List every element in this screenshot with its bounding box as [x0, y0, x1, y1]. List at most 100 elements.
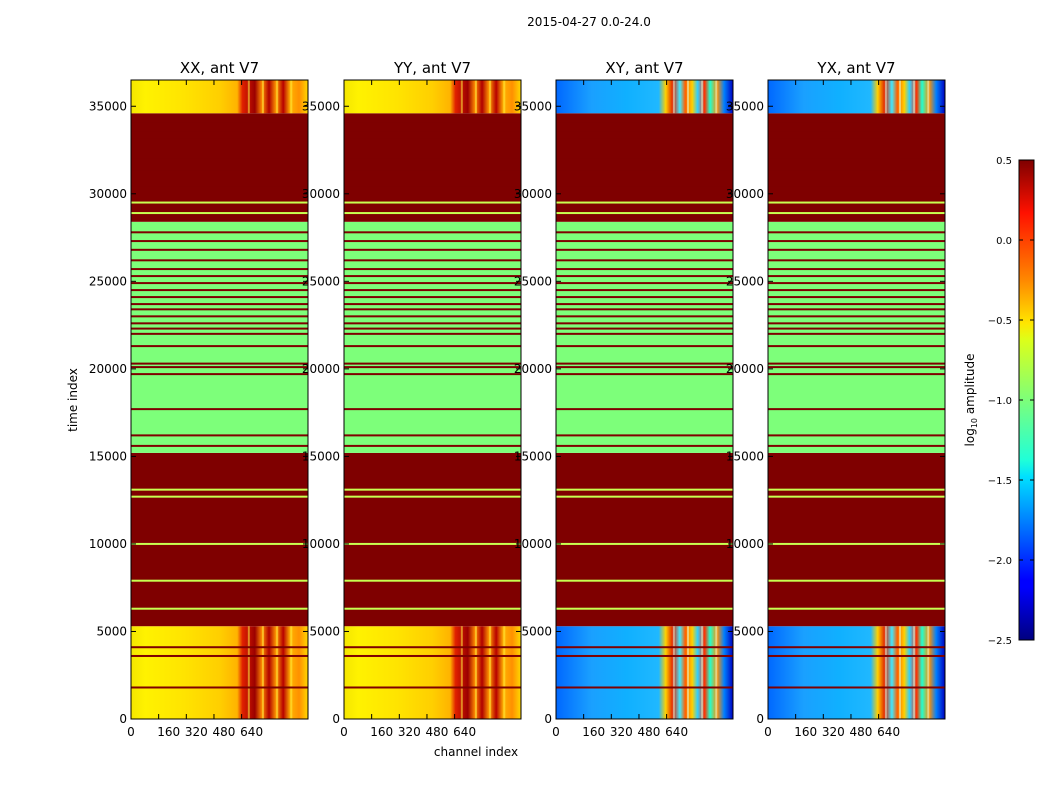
colorbar-ticks: 0.5 0.0 −0.5 −1.0 −1.5 −2.0 −2.5: [988, 156, 1034, 647]
flag-stripe: [131, 296, 308, 299]
channel-stripe: [290, 80, 293, 114]
flag-stripe: [556, 542, 733, 545]
flag-stripe: [131, 345, 308, 348]
band-data: [131, 626, 308, 719]
flag-stripe: [768, 408, 945, 411]
band-data: [344, 80, 521, 114]
flag-stripe: [768, 259, 945, 262]
flag-stripe: [131, 646, 308, 649]
flag-stripe: [768, 542, 945, 545]
channel-stripe: [247, 80, 250, 114]
flag-stripe: [768, 362, 945, 365]
flag-stripe: [556, 373, 733, 376]
flag-stripe: [131, 129, 308, 132]
x-tick-label: 160: [370, 725, 393, 739]
flag-stripe: [344, 201, 521, 204]
band-flag_high: [768, 452, 945, 627]
channel-stripe: [489, 626, 492, 719]
flag-stripe: [131, 240, 308, 243]
flag-stripe: [768, 275, 945, 278]
flag-stripe: [556, 282, 733, 285]
flag-stripe: [556, 303, 733, 306]
colorbar-tick-label: 0.0: [996, 236, 1012, 247]
flag-stripe: [131, 282, 308, 285]
channel-stripe: [884, 80, 887, 114]
axes-frame: [130, 79, 309, 720]
flag-stripe: [344, 322, 521, 325]
flag-stripe: [768, 654, 945, 657]
y-tick-label: 30000: [514, 187, 552, 201]
panel-4: YX, ant V7 0 5000 10000 15000 20000 25000 30000…: [726, 59, 946, 739]
flag-stripe: [344, 248, 521, 251]
flag-stripe: [344, 488, 521, 491]
y-tick-label: 15000: [726, 449, 764, 463]
y-tick-label: 25000: [302, 274, 340, 288]
flag-stripe: [556, 686, 733, 689]
channel-stripe: [715, 80, 718, 114]
axes-frame: [343, 79, 522, 720]
flag-stripe: [344, 434, 521, 437]
x-tick-label: 0: [764, 725, 772, 739]
panels: XX, ant V7 0 5000 10000 15000 20000 25000 30000…: [89, 59, 946, 739]
flag-stripe: [131, 248, 308, 251]
flag-stripe: [556, 122, 733, 125]
band-flag_high: [131, 113, 308, 222]
band-flag_high: [344, 113, 521, 222]
flag-stripe: [768, 289, 945, 292]
flag-stripe: [768, 170, 945, 173]
channel-stripe: [290, 626, 293, 719]
band-flag_high: [556, 113, 733, 222]
flag-stripe: [131, 275, 308, 278]
channel-stripe: [927, 626, 930, 719]
flag-stripe: [768, 201, 945, 204]
flag-stripe: [768, 231, 945, 234]
flag-stripe: [131, 322, 308, 325]
flag-stripe: [131, 303, 308, 306]
channel-stripe: [686, 80, 689, 114]
flag-stripe: [556, 646, 733, 649]
channel-stripe: [503, 626, 506, 719]
flag-stripe: [768, 607, 945, 610]
x-tick-label: 320: [398, 725, 421, 739]
flag-stripe: [768, 434, 945, 437]
y-tick-label: 25000: [726, 274, 764, 288]
flag-stripe: [768, 308, 945, 311]
flag-stripe: [768, 322, 945, 325]
flag-stripe: [768, 315, 945, 318]
y-tick-label: 20000: [89, 362, 127, 376]
band-flag_mid: [768, 221, 945, 453]
flag-stripe: [556, 362, 733, 365]
flag-stripe: [131, 488, 308, 491]
flag-stripe: [768, 444, 945, 447]
panel-1: XX, ant V7 0 5000 10000 15000 20000 25000 30000…: [89, 59, 309, 739]
flag-stripe: [556, 488, 733, 491]
flag-stripe: [556, 129, 733, 132]
x-tick-label: 160: [157, 725, 180, 739]
flag-stripe: [344, 366, 521, 369]
channel-stripe: [686, 626, 689, 719]
flag-stripe: [344, 686, 521, 689]
flag-stripe: [556, 579, 733, 582]
flag-stripe: [556, 259, 733, 262]
y-tick-label: 15000: [89, 449, 127, 463]
flag-stripe: [344, 327, 521, 330]
flag-stripe: [556, 315, 733, 318]
flag-stripe: [131, 686, 308, 689]
colorbar: 0.5 0.0 −0.5 −1.0 −1.5 −2.0 −2.5 log10 amplitu…: [963, 156, 1035, 647]
channel-stripe: [913, 626, 916, 719]
x-tick-label: 640: [665, 725, 688, 739]
flag-stripe: [344, 289, 521, 292]
x-tick-label: 480: [638, 725, 661, 739]
flag-stripe: [131, 289, 308, 292]
x-tick-label: 0: [552, 725, 560, 739]
flag-stripe: [131, 170, 308, 173]
y-tick-label: 35000: [302, 99, 340, 113]
flag-stripe: [768, 122, 945, 125]
y-tick-label: 35000: [514, 99, 552, 113]
channel-stripe: [474, 626, 477, 719]
flag-stripe: [131, 579, 308, 582]
flag-stripe: [768, 327, 945, 330]
flag-stripe: [556, 345, 733, 348]
y-tick-label: 5000: [96, 624, 127, 638]
axes-frame: [555, 79, 734, 720]
